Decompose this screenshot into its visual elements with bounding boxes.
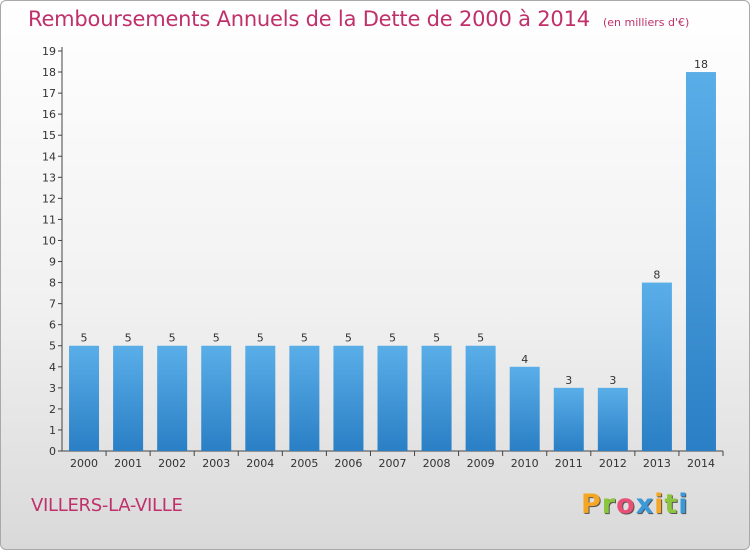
data-label: 5 [433,332,440,345]
commune-name: VILLERS-LA-VILLE [31,495,183,516]
x-tick-label: 2013 [643,457,671,470]
y-tick-label: 17 [42,87,56,100]
x-tick-label: 2002 [158,457,186,470]
chart-unit: (en milliers d'€) [603,16,690,29]
y-tick-label: 4 [49,361,56,374]
logo-letter: t [664,489,679,520]
y-tick-label: 18 [42,66,56,79]
logo-letter: i [654,489,665,520]
bar [157,345,188,451]
x-tick-label: 2010 [511,457,539,470]
x-tick-label: 2014 [687,457,715,470]
data-label: 3 [609,374,616,387]
x-tick-label: 2001 [114,457,142,470]
bar [289,345,320,451]
bar [685,72,716,451]
logo-letter: x [635,489,655,520]
x-tick-label: 2003 [202,457,230,470]
bar [421,345,452,451]
bar [465,345,496,451]
data-label: 5 [169,332,176,345]
data-label: 5 [257,332,264,345]
proxiti-logo: Proxiti [581,489,689,520]
data-label: 5 [389,332,396,345]
y-tick-label: 2 [49,403,56,416]
data-label: 5 [213,332,220,345]
y-tick-label: 12 [42,192,56,205]
y-tick-label: 16 [42,108,56,121]
data-label: 3 [565,374,572,387]
data-label: 18 [694,58,708,71]
y-tick-label: 13 [42,171,56,184]
x-tick-label: 2007 [379,457,407,470]
x-tick-label: 2005 [290,457,318,470]
bar [201,345,232,451]
y-tick-label: 0 [49,445,56,458]
data-label: 4 [521,353,528,366]
chart-title: Remboursements Annuels de la Dette de 20… [28,7,590,31]
y-tick-label: 14 [42,150,56,163]
bar [333,345,364,451]
y-tick-label: 15 [42,129,56,142]
logo-letter: r [601,489,617,520]
logo-letter: i [678,489,689,520]
y-tick-label: 10 [42,234,56,247]
data-label: 5 [345,332,352,345]
data-label: 5 [301,332,308,345]
x-tick-label: 2000 [70,457,98,470]
y-tick-label: 7 [49,298,56,311]
x-tick-label: 2004 [246,457,274,470]
data-label: 5 [477,332,484,345]
x-tick-label: 2006 [334,457,362,470]
logo-letter: o [616,489,636,520]
data-label: 8 [653,269,660,282]
x-tick-label: 2012 [599,457,627,470]
y-tick-label: 3 [49,382,56,395]
bar [69,345,100,451]
data-label: 5 [125,332,132,345]
y-tick-label: 1 [49,424,56,437]
bar [509,366,540,451]
bar [245,345,276,451]
x-tick-label: 2008 [423,457,451,470]
logo-letter: P [581,489,602,520]
bar [113,345,144,451]
bar [641,282,672,451]
bar [377,345,408,451]
y-tick-label: 5 [49,340,56,353]
y-tick-label: 6 [49,319,56,332]
y-tick-label: 8 [49,277,56,290]
y-tick-label: 11 [42,213,56,226]
x-tick-label: 2011 [555,457,583,470]
y-tick-label: 19 [42,45,56,58]
y-tick-label: 9 [49,256,56,269]
data-label: 5 [81,332,88,345]
chart-title-block: Remboursements Annuels de la Dette de 20… [28,7,689,31]
bar [553,387,584,451]
x-tick-label: 2009 [467,457,495,470]
bar [597,387,628,451]
